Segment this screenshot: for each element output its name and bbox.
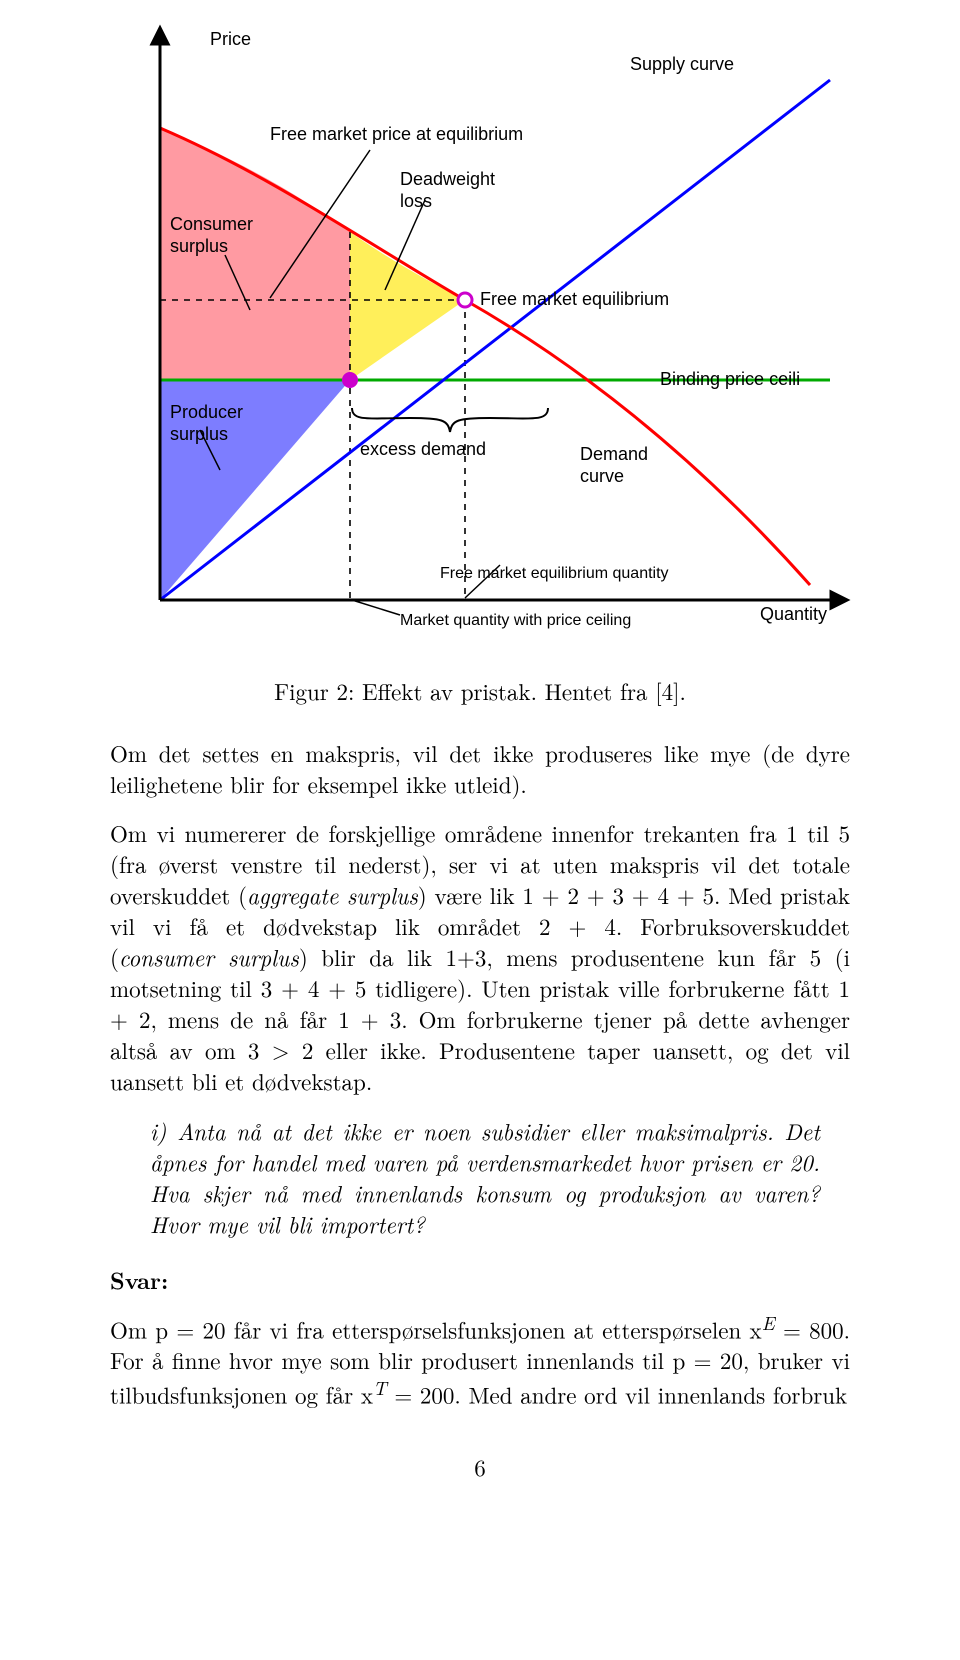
page-number: 6 [0, 1450, 960, 1483]
label-consumer-2: surplus [170, 236, 228, 256]
label-binding: Binding price ceili [660, 369, 800, 389]
supply-demand-svg: Price Quantity Supply curve Free market … [70, 10, 890, 650]
para3-part-c: = 200. Med andre ord vil innenlands forb… [387, 1378, 847, 1411]
label-free-eq: Free market equilibrium [480, 289, 669, 309]
para3-sup-e: E [762, 1308, 775, 1336]
label-eq-qty: Free market equilibrium quantity [440, 565, 669, 582]
label-consumer-1: Consumer [170, 214, 253, 234]
paragraph-1: Om det settes en makspris, vil det ikke … [110, 737, 850, 799]
label-deadweight-1: Deadweight [400, 169, 495, 189]
answer-label: Svar: [0, 1263, 960, 1296]
label-deadweight-2: loss [400, 191, 432, 211]
paragraph-2: Om vi numererer de forskjellige områdene… [110, 817, 850, 1096]
para2-italic-1: aggregate surplus [247, 878, 418, 911]
paragraph-3: Om p = 20 får vi fra etterspørselsfunksj… [110, 1310, 850, 1410]
label-producer-2: surplus [170, 424, 228, 444]
label-demand-2: curve [580, 466, 624, 486]
label-supply: Supply curve [630, 54, 734, 74]
question-quote: i) Anta nå at det ikke er noen subsidier… [0, 1115, 960, 1239]
label-excess: excess demand [360, 439, 486, 459]
para2-italic-2: consumer surplus [119, 940, 299, 973]
ceiling-supply-marker [343, 373, 357, 387]
label-producer-1: Producer [170, 402, 243, 422]
label-x-axis: Quantity [760, 604, 827, 624]
figure-caption: Figur 2: Effekt av pristak. Hentet fra [… [0, 674, 960, 707]
label-demand-1: Demand [580, 444, 648, 464]
label-free-price: Free market price at equilibrium [270, 124, 523, 144]
para3-sup-t: T [373, 1373, 387, 1401]
economics-diagram: Price Quantity Supply curve Free market … [0, 0, 960, 650]
para3-part-a: Om p = 20 får vi fra etterspørselsfunksj… [110, 1312, 762, 1345]
equilibrium-marker [458, 293, 472, 307]
label-y-axis: Price [210, 29, 251, 49]
label-ceiling-qty: Market quantity with price ceiling [400, 612, 631, 629]
